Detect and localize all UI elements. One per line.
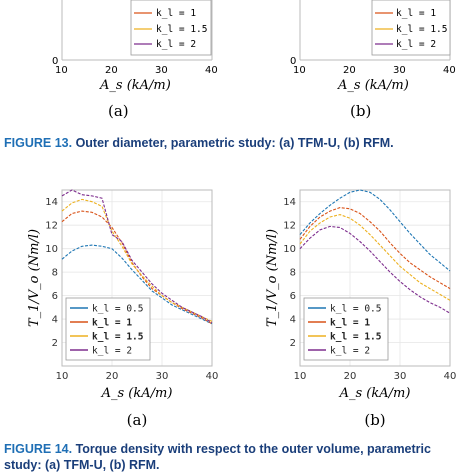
series-line-k05 bbox=[299, 189, 451, 272]
ytick-label: 2 bbox=[290, 338, 296, 349]
xtick-label: 20 bbox=[344, 371, 357, 382]
legend-label-k2: k_l = 2 bbox=[92, 346, 132, 357]
series-line-k15 bbox=[61, 198, 213, 322]
fig13-panel-a: k_l = 1 k_l = 1.5 k_l = 2 0 10 20 30 40 … bbox=[52, 0, 218, 120]
fig13a-ytick-0: 0 bbox=[52, 56, 58, 67]
legend-label-k1: k_l = 1 bbox=[92, 318, 132, 329]
fig13b-xlabel: A_s (kA/m) bbox=[337, 78, 409, 93]
fig13a-sublabel: (a) bbox=[108, 102, 129, 120]
ytick-label: 10 bbox=[45, 244, 58, 255]
ytick-label: 4 bbox=[52, 315, 58, 326]
fig13a-legend-k2: k_l = 2 bbox=[156, 39, 196, 50]
fig13b-xtick-40: 40 bbox=[443, 65, 456, 76]
xtick-label: 20 bbox=[106, 371, 119, 382]
ytick-label: 12 bbox=[283, 221, 296, 232]
legend-label-k15: k_l = 1.5 bbox=[92, 332, 144, 343]
series-line-k1 bbox=[299, 207, 451, 290]
ytick-label: 14 bbox=[283, 197, 296, 208]
plot-frame bbox=[61, 189, 213, 367]
xtick-label: 40 bbox=[444, 371, 457, 382]
fig13b-xtick-20: 20 bbox=[343, 65, 356, 76]
ytick-label: 14 bbox=[45, 197, 58, 208]
fig13b-xtick-10: 10 bbox=[293, 65, 306, 76]
legend-label-k2: k_l = 2 bbox=[330, 346, 370, 357]
panel-sublabel: (a) bbox=[127, 411, 148, 429]
figure13-label: FIGURE 13. bbox=[4, 136, 73, 150]
xtick-label: 10 bbox=[294, 371, 307, 382]
fig14-chart-a: 2 4 6 8 10 12 14 10 20 30 40 T_1/V_o (Nm/l) A_s (kA/… bbox=[27, 189, 219, 429]
figure14-caption-line2: study: (a) TFM-U, (b) RFM. bbox=[4, 458, 160, 472]
fig14-chart-b: 2 4 6 8 10 12 14 10 20 30 40 T_1/V_o (Nm/l) A_s (kA/… bbox=[265, 189, 457, 429]
fig13b-legend-k1: k_l = 1 bbox=[396, 8, 436, 19]
fig13a-xtick-30: 30 bbox=[155, 65, 168, 76]
xtick-label: 40 bbox=[206, 371, 219, 382]
series-line-k2 bbox=[299, 225, 451, 314]
ytick-label: 6 bbox=[290, 291, 296, 302]
series-line-k2 bbox=[61, 189, 213, 324]
y-axis-label: T_1/V_o (Nm/l) bbox=[27, 229, 42, 327]
figure13-caption-text: Outer diameter, parametric study: (a) TF… bbox=[75, 136, 394, 150]
y-axis-label: T_1/V_o (Nm/l) bbox=[265, 229, 280, 327]
panel-sublabel: (b) bbox=[364, 411, 385, 429]
ytick-label: 8 bbox=[52, 268, 58, 279]
fig13a-xtick-10: 10 bbox=[55, 65, 68, 76]
fig13-panel-b: k_l = 1 k_l = 1.5 k_l = 2 0 10 20 30 40 … bbox=[290, 0, 456, 120]
series-line-k15 bbox=[299, 214, 451, 301]
legend-label-k1: k_l = 1 bbox=[330, 318, 370, 329]
figure14-caption-line1: Torque density with respect to the outer… bbox=[75, 442, 431, 456]
fig13b-legend-k15: k_l = 1.5 bbox=[396, 24, 447, 35]
legend-label-k05: k_l = 0.5 bbox=[92, 304, 143, 315]
legend-label-k15: k_l = 1.5 bbox=[330, 332, 382, 343]
xtick-label: 30 bbox=[156, 371, 169, 382]
ytick-label: 8 bbox=[290, 268, 296, 279]
ytick-label: 2 bbox=[52, 338, 58, 349]
ytick-label: 6 bbox=[52, 291, 58, 302]
figure13-caption: FIGURE 13. Outer diameter, parametric st… bbox=[4, 135, 394, 151]
fig13b-legend-k2: k_l = 2 bbox=[396, 39, 436, 50]
ytick-label: 4 bbox=[290, 315, 296, 326]
xtick-label: 30 bbox=[394, 371, 407, 382]
figure14-caption: FIGURE 14. Torque density with respect t… bbox=[4, 441, 431, 473]
fig13a-legend-k1: k_l = 1 bbox=[156, 8, 196, 19]
ytick-label: 10 bbox=[283, 244, 296, 255]
fig13b-sublabel: (b) bbox=[350, 102, 371, 120]
plot-frame bbox=[299, 189, 451, 367]
fig13a-xtick-20: 20 bbox=[105, 65, 118, 76]
fig13a-legend-k15: k_l = 1.5 bbox=[156, 24, 207, 35]
x-axis-label: A_s (kA/m) bbox=[339, 386, 411, 401]
ytick-label: 12 bbox=[45, 221, 58, 232]
fig13b-ytick-0: 0 bbox=[290, 56, 296, 67]
fig13a-xlabel: A_s (kA/m) bbox=[99, 78, 171, 93]
legend-label-k05: k_l = 0.5 bbox=[330, 304, 381, 315]
series-line-k05 bbox=[61, 244, 213, 325]
fig13a-xtick-40: 40 bbox=[205, 65, 218, 76]
x-axis-label: A_s (kA/m) bbox=[101, 386, 173, 401]
fig13b-xtick-30: 30 bbox=[393, 65, 406, 76]
fig13a-legend-box bbox=[130, 0, 212, 56]
xtick-label: 10 bbox=[56, 371, 69, 382]
figure14-label: FIGURE 14. bbox=[4, 442, 73, 456]
fig13b-legend-box bbox=[371, 0, 451, 56]
